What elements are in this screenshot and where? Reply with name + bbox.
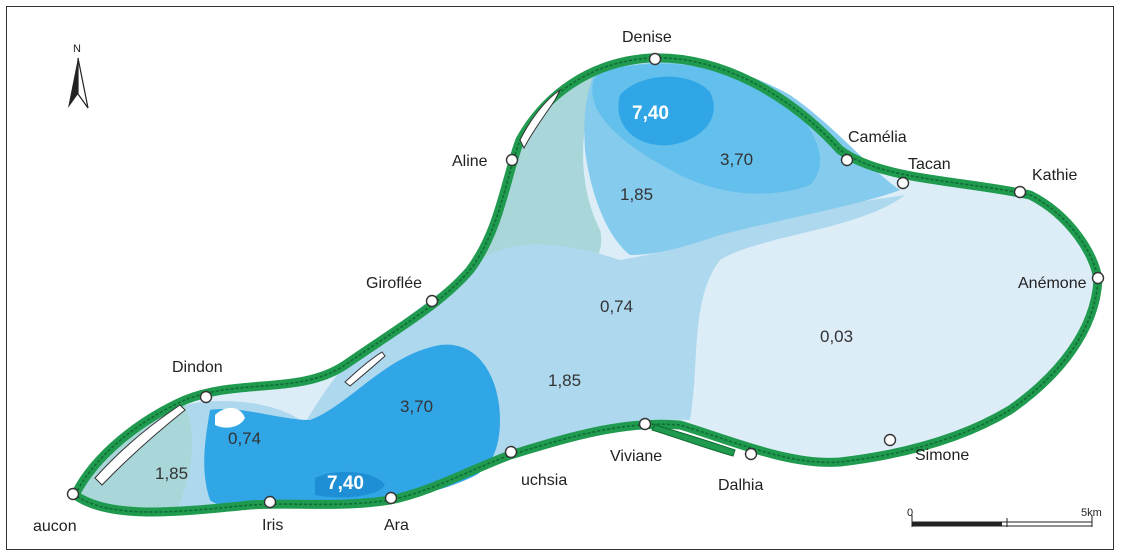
north-label: N (73, 43, 81, 55)
reef-rim-outline (74, 57, 1099, 513)
station-label-camelia: Camélia (848, 129, 907, 146)
station-marker[interactable] (505, 153, 519, 167)
zone-value-west-mid: 0,74 (228, 429, 261, 448)
station-marker[interactable] (199, 390, 213, 404)
station-label-ara: Ara (384, 517, 409, 534)
station-marker[interactable] (1091, 271, 1105, 285)
station-label-dindon: Dindon (172, 359, 223, 376)
station-marker[interactable] (896, 176, 910, 190)
zone-value-south-mid: 1,85 (548, 371, 581, 390)
zone-value-east-low: 0,03 (820, 327, 853, 346)
station-marker[interactable] (883, 433, 897, 447)
zone-value-north-max: 7,40 (632, 103, 669, 124)
islet-north-west (519, 88, 562, 150)
station-marker[interactable] (263, 495, 277, 509)
scale-bar: 0 5km (907, 507, 1102, 527)
station-marker[interactable] (638, 417, 652, 431)
station-label-fuchsia: uchsia (521, 472, 567, 489)
zone-value-south-high: 3,70 (400, 397, 433, 416)
stations-layer: Denise Aline Camélia Tacan Kathie Anémon… (33, 29, 1105, 535)
south-high-zone (204, 344, 500, 507)
station-label-dalhia: Dalhia (718, 477, 763, 494)
station-marker[interactable] (384, 491, 398, 505)
station-marker[interactable] (1013, 185, 1027, 199)
west-small-zone (215, 407, 245, 428)
station-label-iris: Iris (262, 517, 283, 534)
station-marker[interactable] (648, 52, 662, 66)
islet-south-east (651, 424, 736, 457)
islet-west (94, 404, 186, 486)
north-arrow-icon: N (68, 43, 89, 109)
station-marker[interactable] (425, 294, 439, 308)
zone-value-north-mid: 1,85 (620, 185, 653, 204)
zone-value-north-high: 3,70 (720, 150, 753, 169)
zone-value-center-mid: 0,74 (600, 297, 633, 316)
station-label-viviane: Viviane (610, 448, 662, 465)
zone-value-west-low: 1,85 (155, 464, 188, 483)
station-label-simone: Simone (915, 447, 969, 464)
islet-giroflee (344, 351, 386, 387)
north-max-zone (618, 76, 714, 146)
station-label-giroflee: Giroflée (366, 275, 422, 292)
station-label-tacan: Tacan (908, 156, 951, 173)
station-label-anemone: Anémone (1018, 275, 1087, 292)
zone-value-southwest-max: 7,40 (327, 473, 364, 494)
station-marker[interactable] (66, 487, 80, 501)
lagoon-grey-zone-west (78, 405, 193, 516)
station-marker[interactable] (840, 153, 854, 167)
station-label-faucon: aucon (33, 518, 77, 535)
south-max-zone (315, 471, 385, 498)
zone-values-layer: 7,40 3,70 1,85 0,74 0,03 3,70 1,85 7,40 … (155, 103, 853, 494)
station-marker[interactable] (504, 445, 518, 459)
station-marker[interactable] (744, 447, 758, 461)
scale-start-label: 0 (907, 507, 913, 519)
scale-end-label: 5km (1081, 507, 1102, 519)
station-label-kathie: Kathie (1032, 167, 1077, 184)
station-label-denise: Denise (622, 29, 672, 46)
station-label-aline: Aline (452, 153, 488, 170)
